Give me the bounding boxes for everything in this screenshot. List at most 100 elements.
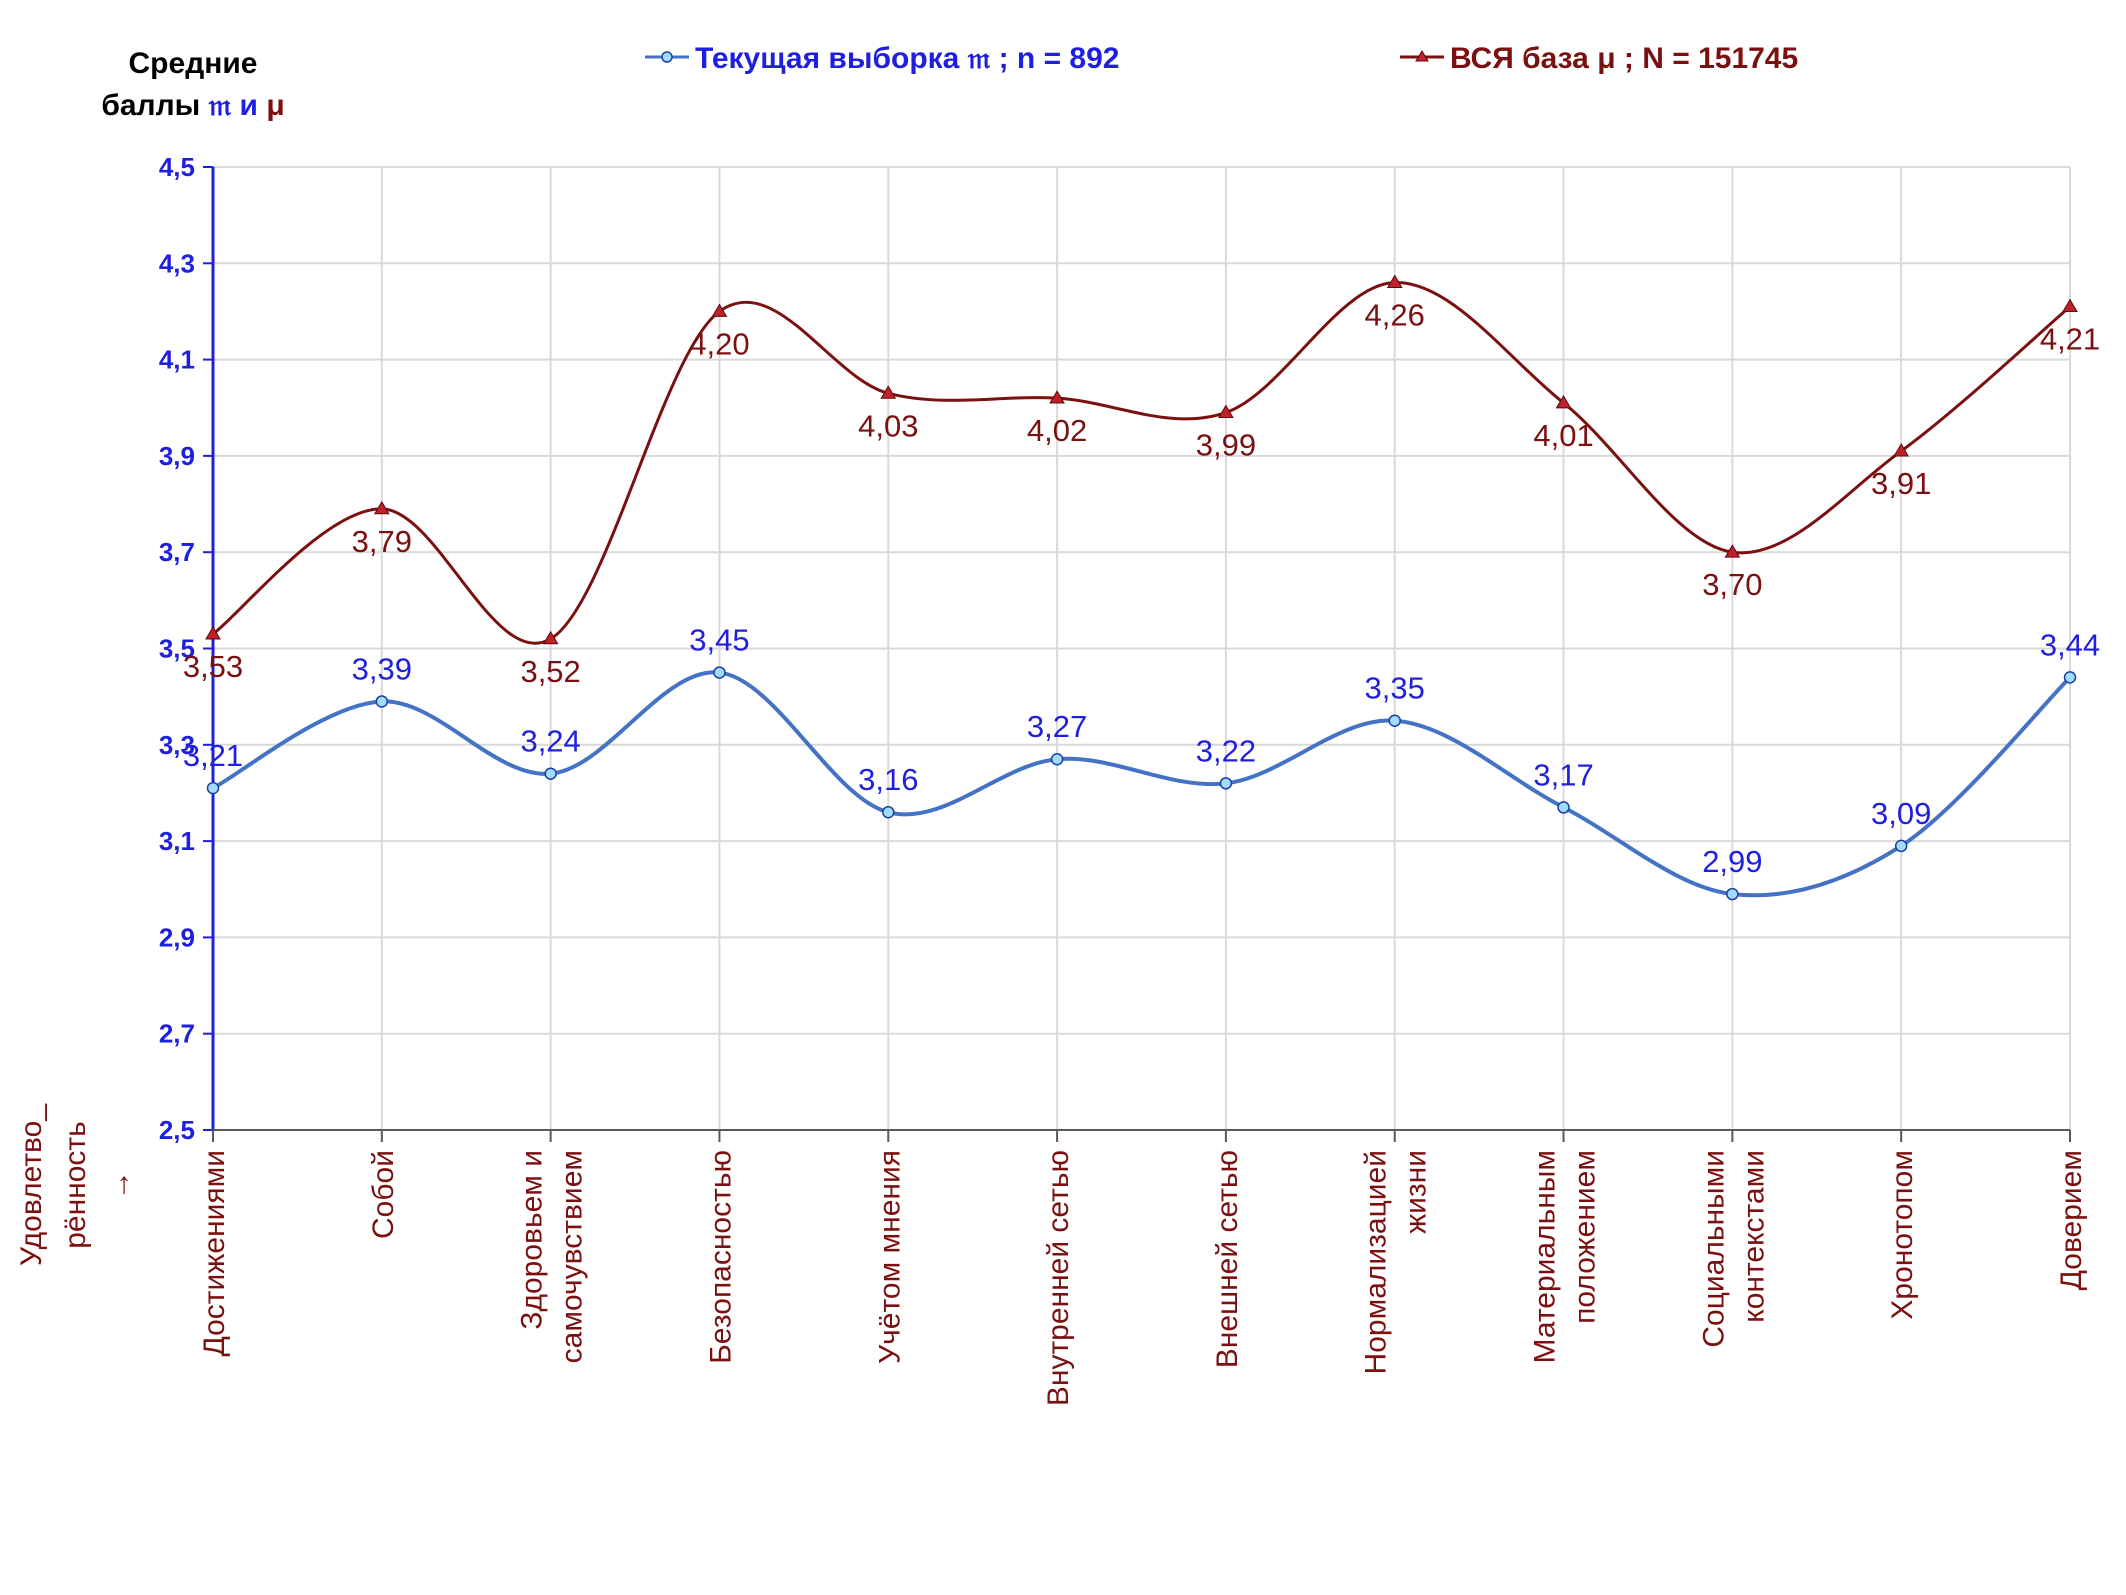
category-label-line: Внутренней сетью (1042, 1150, 1075, 1406)
y-axis-title-and: и (240, 89, 267, 122)
data-point (1050, 752, 1064, 766)
data-label: 3,70 (1702, 567, 1762, 602)
category-label: Здоровьем и самочувствием (516, 1150, 589, 1363)
y-axis-title-total-symbol: μ (266, 89, 284, 122)
data-label: 3,35 (1365, 671, 1425, 706)
category-label: Нормализацией жизни (1360, 1150, 1433, 1374)
category-label-line: Доверием (2055, 1150, 2088, 1290)
data-labels: 3,21 3,39 3,24 3,45 3,16 3,27 3,22 3,35 3,17 2,99… (183, 298, 2100, 880)
data-point (2063, 671, 2077, 684)
y-tick-label: 3,1 (159, 826, 195, 856)
data-point (882, 805, 895, 819)
data-point (542, 630, 559, 645)
category-label: Социальными контекстами (1697, 1150, 1770, 1348)
data-point (880, 385, 897, 399)
data-label: 4,03 (858, 408, 918, 443)
category-label-line: положением (1569, 1150, 1602, 1324)
category-label: Доверием (2055, 1150, 2088, 1290)
category-label: Материальным положением (1529, 1150, 1602, 1363)
category-axis-title: Удовлетво_ рённость → (15, 1103, 136, 1266)
data-point (373, 500, 390, 515)
category-axis-title-line: Удовлетво_ (15, 1103, 48, 1266)
data-label: 3,27 (1027, 709, 1087, 744)
y-tick-label: 3,7 (159, 537, 195, 567)
data-label: 3,99 (1196, 428, 1256, 463)
data-point (205, 626, 221, 640)
data-label: 4,01 (1533, 418, 1593, 453)
category-label-line: Учётом мнения (873, 1150, 906, 1364)
data-point (1219, 777, 1233, 790)
series-layer (205, 274, 2078, 901)
y-axis-title-prefix: баллы (101, 89, 208, 122)
data-point (1894, 839, 1908, 853)
legend-label: Текущая выборка 𝔪 ; n = 892 (695, 42, 1119, 75)
category-axis-title-line: → (103, 1170, 136, 1200)
y-tick-label: 3,3 (159, 730, 195, 760)
data-point (1724, 544, 1741, 558)
data-label: 3,24 (520, 724, 580, 759)
data-label: 3,21 (183, 738, 243, 773)
data-label: 3,22 (1196, 733, 1256, 768)
category-label-line: жизни (1400, 1150, 1433, 1234)
y-tick-label: 4,3 (159, 248, 195, 278)
legend: Текущая выборка 𝔪 ; n = 892 ВСЯ база μ ; … (645, 42, 1798, 75)
data-point (1218, 404, 1234, 418)
y-tick-label: 2,7 (159, 1019, 195, 1049)
data-label: 3,17 (1533, 757, 1593, 792)
category-label-line: Социальными (1697, 1150, 1730, 1348)
legend-label: ВСЯ база μ ; N = 151745 (1450, 42, 1798, 75)
data-point (206, 781, 220, 795)
y-tick-label: 4,1 (159, 345, 195, 375)
y-tick-label: 3,5 (159, 634, 195, 664)
data-point (544, 767, 557, 780)
data-label: 3,09 (1871, 796, 1931, 831)
data-label: 2,99 (1702, 844, 1762, 879)
data-label: 3,44 (2040, 627, 2100, 662)
data-point (1893, 443, 1910, 457)
data-label: 3,79 (352, 524, 412, 559)
category-label-line: Внешней сетью (1211, 1150, 1244, 1368)
category-axis-title-group: Удовлетво_ рённость → (15, 1103, 136, 1266)
data-label: 3,52 (520, 654, 580, 689)
category-label-line: самочувствием (556, 1150, 589, 1363)
data-label: 4,02 (1027, 413, 1087, 448)
y-axis-title-current-symbol: 𝔪 (208, 89, 232, 122)
category-label: Собой (367, 1150, 400, 1239)
category-label-line: Достижениями (198, 1150, 231, 1357)
category-label: Внутренней сетью (1042, 1150, 1075, 1406)
data-point (1557, 801, 1570, 814)
y-tick-labels: 2,5 2,7 2,9 3,1 3,3 3,5 3,7 3,9 4,1 4,3 4,5 (159, 152, 195, 1145)
category-labels: Достижениями Собой Здоровьем и самочувствие… (198, 1150, 2088, 1406)
data-point (1049, 390, 1065, 404)
category-axis-title-line: рённость (59, 1121, 92, 1249)
category-label: Хронотопом (1886, 1150, 1919, 1320)
data-label: 4,20 (689, 326, 749, 361)
y-axis-title-line1: Средние (129, 47, 258, 80)
data-point (2062, 298, 2078, 313)
data-point (1555, 394, 1572, 409)
axes (203, 166, 2071, 1142)
y-tick-label: 4,5 (159, 152, 195, 182)
category-label-line: Нормализацией (1360, 1150, 1393, 1374)
category-label-line: Собой (367, 1150, 400, 1239)
y-tick-label: 2,5 (159, 1115, 195, 1145)
y-tick-label: 3,9 (159, 441, 195, 471)
data-point (713, 666, 726, 679)
data-point (1386, 274, 1403, 288)
category-label-line: Безопасностью (704, 1150, 737, 1364)
data-point (1388, 714, 1401, 727)
data-label: 3,53 (183, 649, 243, 684)
data-label: 3,91 (1871, 466, 1931, 501)
data-point (375, 695, 389, 708)
data-label: 3,16 (858, 762, 918, 797)
data-label: 4,26 (1365, 298, 1425, 333)
category-label-line: Здоровьем и (516, 1150, 549, 1330)
data-label: 3,39 (352, 651, 412, 686)
data-point (711, 303, 728, 317)
legend-marker (1415, 50, 1429, 62)
legend-marker (661, 51, 673, 63)
category-label: Учётом мнения (873, 1150, 906, 1364)
data-point (1726, 887, 1739, 901)
category-label: Безопасностью (704, 1150, 737, 1364)
